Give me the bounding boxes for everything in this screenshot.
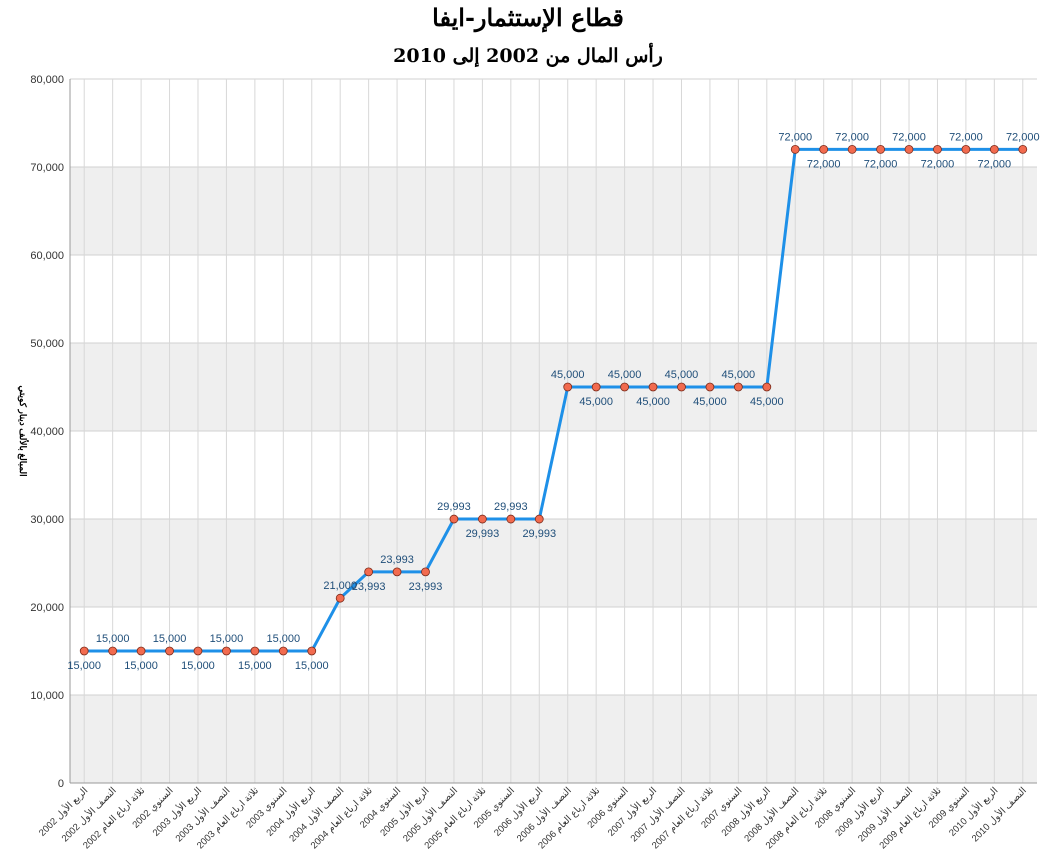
marker <box>108 646 118 656</box>
marker <box>79 646 89 656</box>
marker <box>790 144 800 154</box>
marker <box>904 144 914 154</box>
line <box>84 147 1023 653</box>
plot-band <box>70 695 1037 783</box>
marker <box>876 144 885 154</box>
marker <box>364 567 374 577</box>
data-label: 21,000 <box>323 580 357 592</box>
data-label: 45,000 <box>551 369 585 381</box>
data-label: 29,993 <box>494 501 528 513</box>
marker <box>563 382 573 392</box>
x-tick-label: الربع الأول 2010 <box>946 785 1000 839</box>
data-label: 15,000 <box>181 660 215 672</box>
marker <box>733 382 743 392</box>
x-tick-label: الربع الأول 2007 <box>605 785 659 839</box>
data-label: 23,993 <box>352 581 386 593</box>
data-label: 15,000 <box>210 633 244 645</box>
marker <box>961 144 971 154</box>
chart-title: قطاع الإستثمار-ايفا <box>432 3 624 33</box>
data-label: 15,000 <box>124 660 158 672</box>
data-label: 23,993 <box>380 554 414 566</box>
marker <box>449 514 459 524</box>
marker <box>677 382 686 392</box>
data-label: 45,000 <box>579 396 613 408</box>
data-label: 29,993 <box>466 528 500 540</box>
marker <box>421 567 430 577</box>
x-tick-label: الربع الأول 2006 <box>491 785 545 839</box>
data-label: 15,000 <box>67 660 101 672</box>
marker <box>506 514 516 524</box>
marker <box>534 514 544 524</box>
data-label: 72,000 <box>835 131 869 143</box>
marker <box>819 144 829 154</box>
plot-band <box>70 167 1037 255</box>
marker <box>477 514 487 524</box>
marker <box>136 646 146 656</box>
y-tick-label: 40,000 <box>30 426 64 438</box>
plot-band <box>70 519 1037 607</box>
data-label: 29,993 <box>437 501 471 513</box>
marker <box>705 382 715 392</box>
x-tick-label: الربع الأول 2009 <box>833 785 887 839</box>
plot-band <box>70 343 1037 431</box>
y-tick-label: 30,000 <box>30 514 64 526</box>
y-tick-label: 80,000 <box>30 74 64 86</box>
data-label: 15,000 <box>295 660 329 672</box>
data-label: 15,000 <box>96 633 130 645</box>
data-label: 45,000 <box>608 369 642 381</box>
data-label: 45,000 <box>722 369 756 381</box>
chart-subtitle: رأس المال من 2002 إلى 2010 <box>393 42 663 68</box>
x-tick-label: الربع الأول 2008 <box>719 785 773 839</box>
data-label: 72,000 <box>864 158 898 170</box>
y-tick-label: 0 <box>58 778 64 790</box>
y-tick-label: 20,000 <box>30 602 64 614</box>
data-label: 72,000 <box>949 131 983 143</box>
marker <box>392 567 402 577</box>
marker <box>847 144 857 154</box>
data-label: 45,000 <box>750 396 784 408</box>
marker <box>648 382 658 392</box>
marker <box>222 646 231 656</box>
y-tick-label: 50,000 <box>30 338 64 350</box>
marker <box>250 646 260 656</box>
x-tick-label: الربع الأول 2004 <box>264 785 318 839</box>
data-label: 23,993 <box>409 581 443 593</box>
data-label: 45,000 <box>693 396 727 408</box>
marker <box>1018 144 1028 154</box>
marker <box>591 382 601 392</box>
marker <box>278 646 288 656</box>
marker <box>193 646 203 656</box>
data-label: 15,000 <box>238 660 272 672</box>
marker <box>335 593 345 603</box>
data-label: 72,000 <box>892 131 926 143</box>
data-label: 15,000 <box>266 633 300 645</box>
marker <box>933 144 942 154</box>
data-label: 72,000 <box>978 158 1012 170</box>
x-tick-label: الربع الأول 2002 <box>36 785 90 839</box>
marker <box>620 382 630 392</box>
data-label: 45,000 <box>636 396 670 408</box>
data-label: 15,000 <box>153 633 187 645</box>
data-label: 72,000 <box>1006 131 1040 143</box>
y-tick-label: 70,000 <box>30 162 64 174</box>
marker <box>165 646 174 656</box>
data-label: 72,000 <box>778 131 812 143</box>
x-tick-label: الربع الأول 2005 <box>378 785 432 839</box>
data-label: 72,000 <box>921 158 955 170</box>
y-tick-label: 10,000 <box>30 690 64 702</box>
y-axis-label: المبالغ بالألف دينار كويتي <box>17 385 29 476</box>
y-tick-label: 60,000 <box>30 250 64 262</box>
data-label: 45,000 <box>665 369 699 381</box>
x-tick-label: الربع الأول 2003 <box>150 785 204 839</box>
marker <box>762 382 772 392</box>
data-label: 29,993 <box>522 528 556 540</box>
marker <box>307 646 317 656</box>
marker <box>989 144 999 154</box>
data-label: 72,000 <box>807 158 841 170</box>
